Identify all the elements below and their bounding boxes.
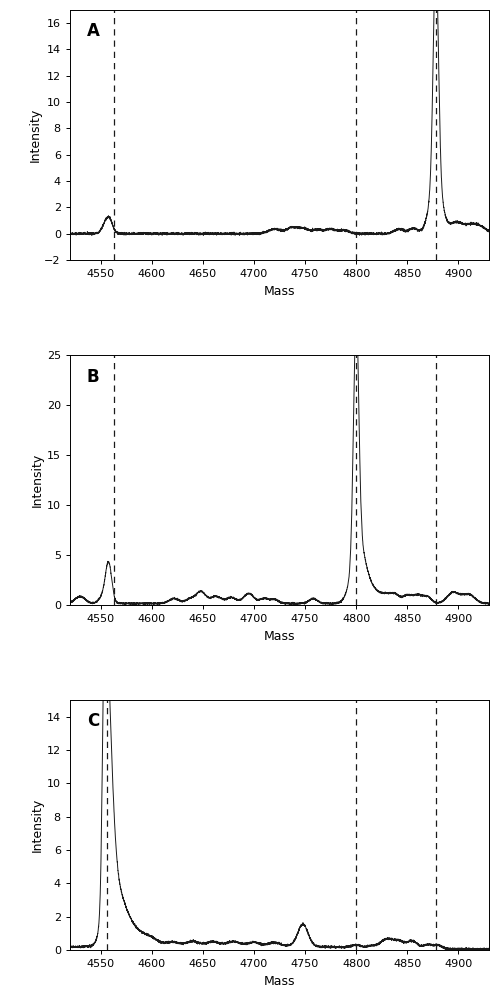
Y-axis label: Intensity: Intensity bbox=[28, 108, 41, 162]
Y-axis label: Intensity: Intensity bbox=[31, 453, 44, 507]
Text: B: B bbox=[87, 367, 99, 385]
X-axis label: Mass: Mass bbox=[263, 630, 295, 643]
Text: C: C bbox=[87, 712, 99, 730]
Y-axis label: Intensity: Intensity bbox=[31, 798, 44, 852]
X-axis label: Mass: Mass bbox=[263, 975, 295, 988]
Text: A: A bbox=[87, 22, 99, 40]
X-axis label: Mass: Mass bbox=[263, 285, 295, 298]
